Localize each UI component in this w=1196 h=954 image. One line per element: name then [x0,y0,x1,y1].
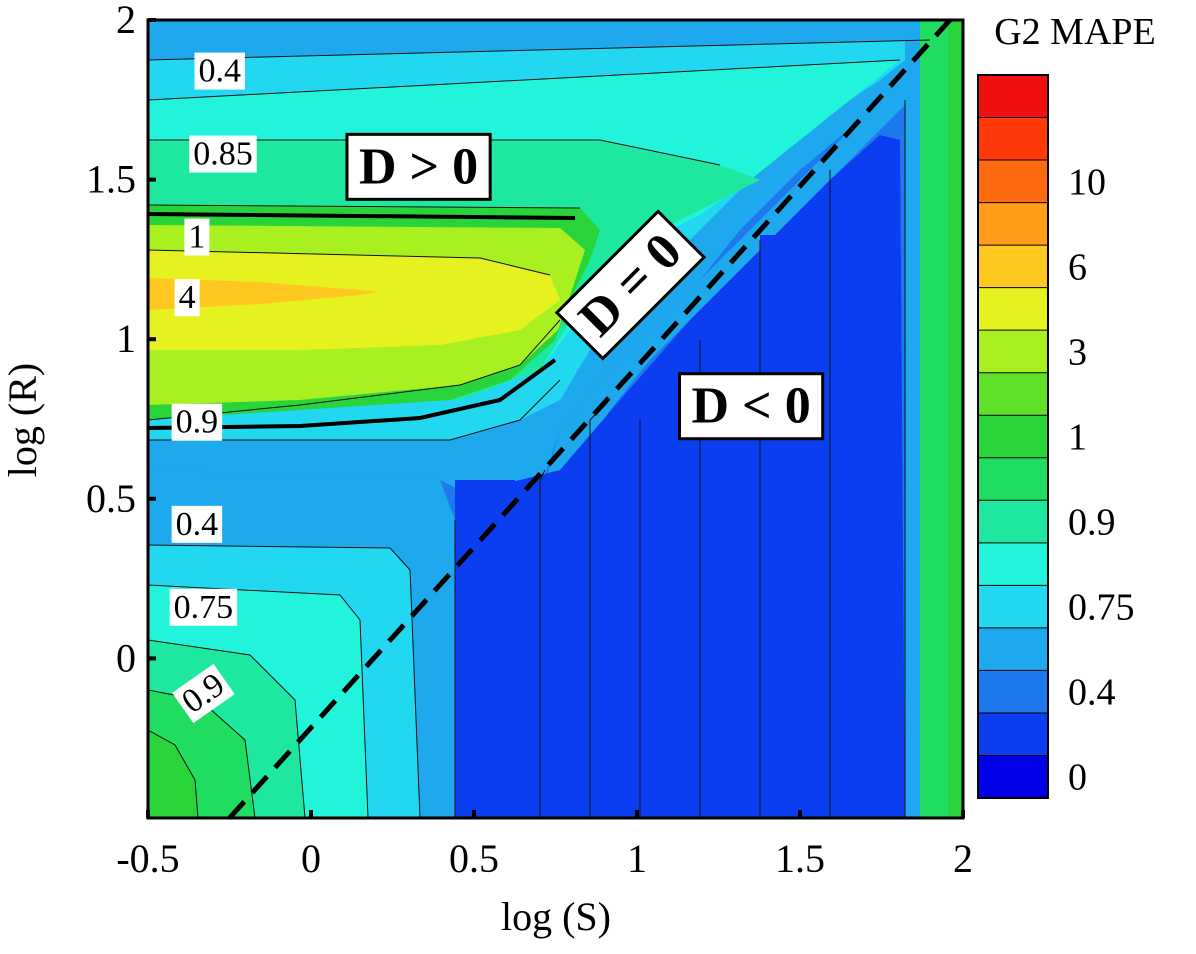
x-tick-label: 0 [301,836,321,881]
contour-label: 0.4 [171,505,223,543]
colorbar-swatch [978,287,1048,331]
boundary-line-layer [227,18,952,820]
contour-label: 0.85 [189,135,257,173]
y-tick-label: 1.5 [86,157,136,202]
colorbar-swatch [978,500,1048,544]
colorbar-tick-label: 1 [1068,417,1087,459]
colorbar-swatch [978,245,1048,289]
colorbar-title: G2 MAPE [994,11,1156,53]
colorbar-swatch [978,372,1048,416]
contour-label: 4 [174,279,200,317]
colorbar-swatch [978,712,1048,756]
contour-label-box [171,505,223,543]
contour-label-text: 0.4 [198,53,241,90]
colorbar-swatch [978,755,1048,799]
y-tick-label: 2 [116,0,136,42]
field-lower-left-6 [148,730,198,818]
contour-label-text: 0.75 [174,589,234,626]
contour-label-box [194,52,245,90]
contour-fields [148,20,963,818]
contour-label-box [172,663,235,724]
colorbar-swatch [978,75,1048,119]
x-tick-label: 1 [627,836,647,881]
colorbar-tick-label: 0 [1068,757,1087,799]
contour-label-text: 4 [179,279,196,316]
colorbar-tick-label: 10 [1068,161,1106,203]
x-tick-label: 2 [953,836,973,881]
colorbar-tick-label: 0.75 [1068,587,1135,629]
region-label: D > 0 [345,132,492,201]
colorbar-swatch [978,202,1048,246]
field-column-2 [760,235,830,818]
contour-label-text: 0.4 [176,506,219,543]
contour-label: 1 [184,218,210,256]
colorbar-swatch [978,627,1048,671]
region-label-text: D > 0 [359,138,478,195]
colorbar-tick-label: 6 [1068,246,1087,288]
y-tick-label: 1 [116,316,136,361]
contour-bold-lines [148,212,576,430]
colorbar: 0 0.4 0.75 0.9 1 3 6 10 [977,74,1135,799]
colorbar-tick-label: 0.9 [1068,502,1116,544]
contour-label-box [184,218,210,256]
field-right-stripe-3 [948,20,963,818]
x-axis-label: log (S) [501,894,611,939]
contour-label: 0.75 [169,588,238,626]
contour-lines [148,39,931,818]
colorbar-swatch [978,330,1048,374]
field-hotspot [148,278,380,310]
region-label-box [554,209,707,361]
region-label-box [678,372,825,441]
region-label-box [345,132,492,201]
contour-label-text: 1 [188,219,205,256]
colorbar-swatch [978,117,1048,161]
x-tick-label: -0.5 [116,836,179,881]
axis-ticks: -0.5 0 0.5 1 1.5 2 0 0.5 1 1.5 2 [86,0,973,881]
region-label: D < 0 [678,372,825,441]
x-tick-label: 0.5 [449,836,499,881]
contour-label: 0.4 [194,52,245,90]
region-label-text: D < 0 [692,378,811,435]
contour-label-text: 0.9 [176,404,219,441]
colorbar-swatch [978,542,1048,586]
contour-label: 0.9 [171,403,223,441]
y-tick-label: 0.5 [86,476,136,521]
colorbar-tick-label: 0.4 [1068,672,1116,714]
colorbar-tick-label: 3 [1068,331,1087,373]
y-tick-label: 0 [116,635,136,680]
colorbar-swatch [978,415,1048,459]
contour-label-text: 0.85 [193,136,253,173]
colorbar-swatch [978,457,1048,501]
colorbar-swatch [978,585,1048,629]
x-tick-label: 1.5 [775,836,825,881]
y-axis-label: log (R) [0,363,45,477]
plot-border [146,18,965,820]
contour-label-box [174,279,200,317]
colorbar-swatch [978,160,1048,204]
contour-label-box [189,135,257,173]
boundary-dashed-line [227,18,952,820]
colorbar-swatch [978,670,1048,714]
axis-frame [146,18,965,820]
colorbar-border [977,74,1049,799]
field-upper-band-7 [148,250,560,350]
contour-label-box [171,403,223,441]
field-column-1 [455,480,515,818]
contour-label-box [169,588,238,626]
